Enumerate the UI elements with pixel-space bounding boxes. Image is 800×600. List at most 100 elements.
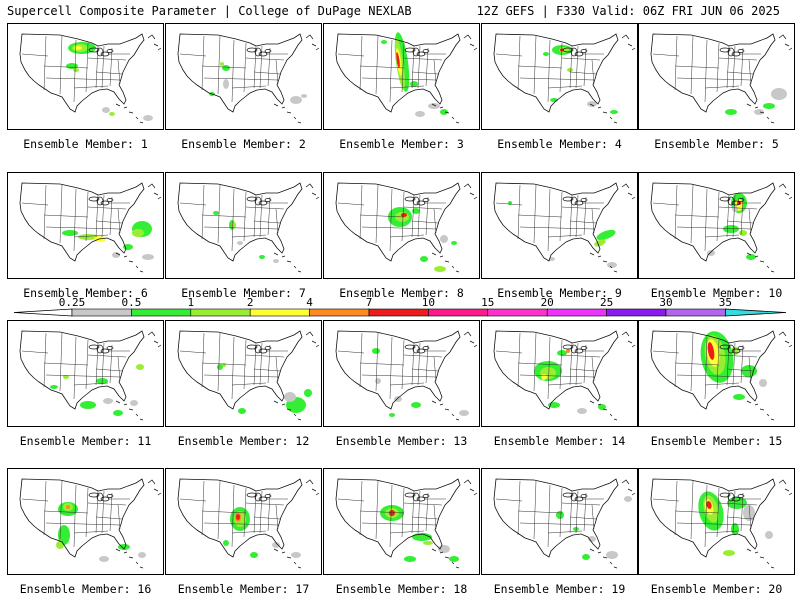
great-lake <box>422 494 430 498</box>
great-lake <box>404 196 416 202</box>
scp-contour <box>440 109 448 115</box>
colorbar-segment <box>606 308 667 317</box>
great-lake <box>258 200 268 206</box>
state-borders <box>337 184 446 252</box>
member-label: Ensemble Member: 6 <box>23 286 148 300</box>
country-outline <box>493 330 619 410</box>
country-outline <box>177 330 303 410</box>
scp-contour <box>284 392 296 402</box>
scp-contour <box>723 225 739 233</box>
colorbar-tick-label: 10 <box>422 296 435 309</box>
member-label: Ensemble Member: 14 <box>493 434 626 448</box>
ensemble-panel <box>165 172 322 279</box>
ensemble-panel <box>165 468 322 575</box>
great-lake <box>737 346 745 350</box>
great-lake <box>737 494 745 498</box>
coastline-detail <box>746 479 793 569</box>
scp-contour <box>63 375 69 379</box>
great-lake <box>264 49 272 53</box>
scp-contour <box>754 109 764 115</box>
scp-contour <box>130 400 138 406</box>
state-borders <box>652 332 761 400</box>
country-outline <box>335 330 461 410</box>
ensemble-map <box>19 330 162 421</box>
ensemble-panel <box>481 468 638 575</box>
colorbar-tick-label: 35 <box>719 296 732 309</box>
country-outline <box>19 478 145 558</box>
scp-contour <box>66 505 70 509</box>
scp-contour <box>415 111 425 117</box>
country-outline <box>493 33 619 113</box>
scp-contour <box>412 208 420 214</box>
ensemble-map <box>493 330 636 421</box>
coastline-detail <box>115 34 162 124</box>
ensemble-map <box>177 33 320 124</box>
colorbar-tick-label: 30 <box>659 296 672 309</box>
great-lake <box>580 494 588 498</box>
scp-contour <box>706 501 712 509</box>
colorbar-tick-label: 7 <box>366 296 373 309</box>
country-outline <box>650 478 776 558</box>
ensemble-panel <box>481 23 638 130</box>
ensemble-map <box>177 478 320 569</box>
country-outline <box>177 478 303 558</box>
country-outline <box>19 330 145 410</box>
state-borders <box>21 184 130 252</box>
great-lake <box>88 47 100 53</box>
coastline-detail <box>431 479 478 569</box>
scp-contour <box>272 542 280 548</box>
state-borders <box>21 332 130 400</box>
scp-contour <box>567 68 573 72</box>
scp-contour <box>142 254 154 260</box>
scp-contour <box>138 552 146 558</box>
ensemble-panel <box>481 320 638 427</box>
scp-contour <box>102 107 110 113</box>
great-lake <box>404 492 416 498</box>
state-borders <box>652 35 761 103</box>
coastline-detail <box>431 34 478 124</box>
scp-contour <box>556 511 564 519</box>
member-label: Ensemble Member: 10 <box>650 286 783 300</box>
country-outline <box>493 478 619 558</box>
great-lake <box>731 200 741 206</box>
state-borders <box>337 35 446 103</box>
great-lake <box>731 496 741 502</box>
ensemble-map <box>335 478 478 569</box>
great-lake <box>106 346 114 350</box>
great-lake <box>719 492 731 498</box>
scp-contour <box>217 364 223 370</box>
coastline-detail <box>589 479 636 569</box>
scp-contour <box>381 40 387 44</box>
scp-contour <box>587 101 597 107</box>
great-lake <box>580 198 588 202</box>
member-label: Ensemble Member: 4 <box>497 137 622 151</box>
great-lake <box>580 49 588 53</box>
scp-contour <box>62 230 78 236</box>
colorbar-left-arrow <box>13 308 73 317</box>
great-lake <box>416 348 426 354</box>
colorbar-segment <box>249 308 310 317</box>
scp-contour <box>220 62 224 66</box>
coastline-detail <box>431 331 478 421</box>
country-outline <box>493 182 619 262</box>
scp-contour <box>771 88 787 100</box>
ensemble-panel <box>165 23 322 130</box>
colorbar-tick-label: 0.25 <box>59 296 86 309</box>
scp-contour <box>588 536 596 542</box>
great-lake <box>100 51 110 57</box>
great-lake <box>422 346 430 350</box>
great-lake <box>562 344 574 350</box>
scp-contour <box>566 349 570 353</box>
ensemble-map <box>19 33 162 124</box>
scp-contour <box>451 241 457 245</box>
member-label: Ensemble Member: 1 <box>23 137 148 151</box>
scp-contour <box>396 52 400 68</box>
scp-contour <box>410 81 418 87</box>
scp-contour <box>733 394 745 400</box>
great-lake <box>106 198 114 202</box>
scp-contour <box>223 79 229 89</box>
scp-contour <box>273 259 279 263</box>
ensemble-panel <box>7 468 164 575</box>
ensemble-panel <box>638 468 795 575</box>
colorbar-segment <box>309 308 370 317</box>
